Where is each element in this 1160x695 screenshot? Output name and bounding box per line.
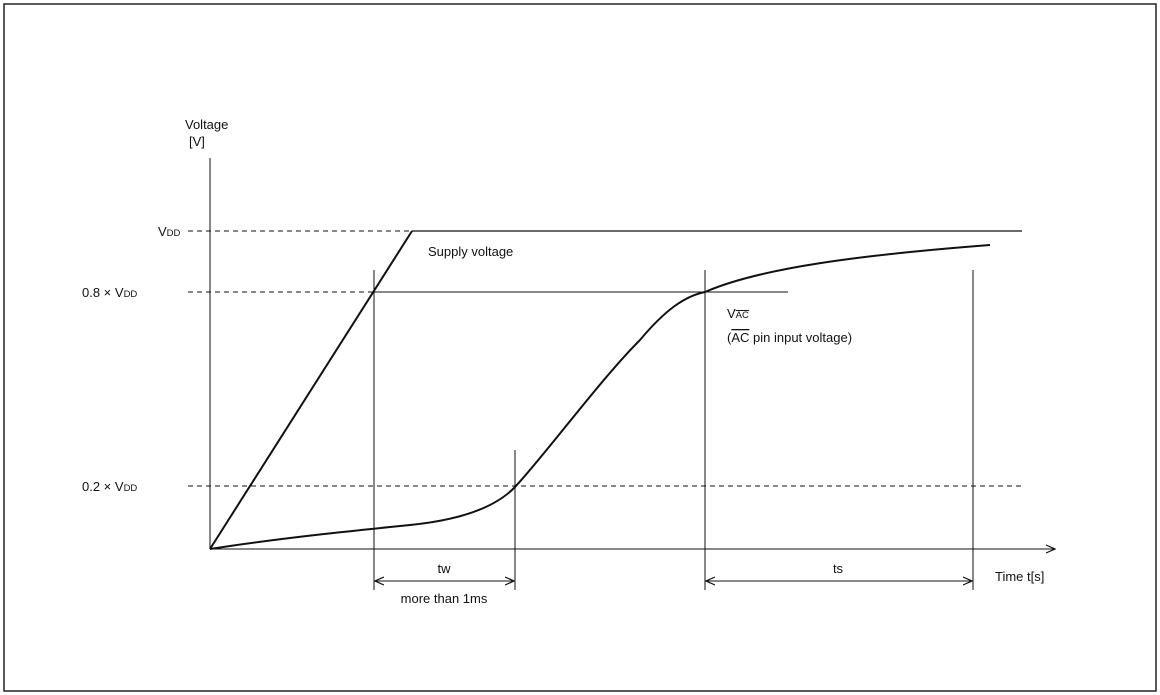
vac-description: (AC pin input voltage) (727, 330, 852, 345)
x-axis-label: Time t[s] (995, 569, 1044, 584)
supply-voltage-ramp (209, 230, 413, 550)
vac-curve (209, 244, 991, 550)
y-axis-label: Voltage (185, 117, 228, 132)
tw-note: more than 1ms (401, 591, 488, 606)
level-080-label: 0.8 × VDD (82, 285, 137, 300)
vac-label: VAC (727, 306, 749, 321)
figure-border (3, 3, 1157, 692)
level-vdd-label: VDD (158, 224, 181, 239)
supply-voltage-label: Supply voltage (428, 244, 513, 259)
tw-label: tw (438, 561, 452, 576)
y-axis-unit: [V] (189, 134, 205, 149)
level-020-label: 0.2 × VDD (82, 479, 137, 494)
ts-label: ts (833, 561, 844, 576)
